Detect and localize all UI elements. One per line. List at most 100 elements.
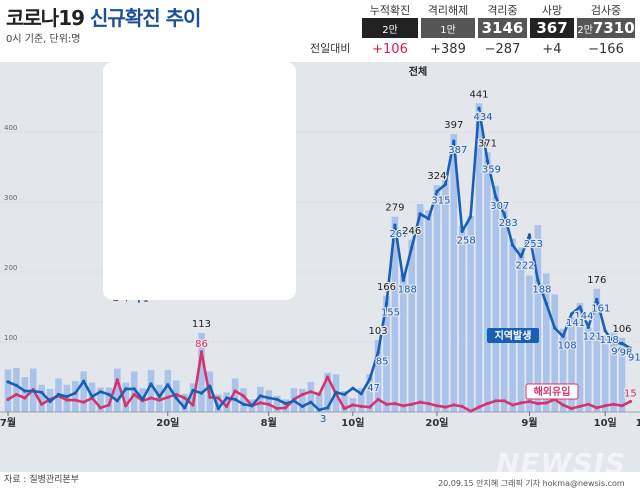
bar-total [450,134,458,412]
point-local [502,212,506,216]
point-imported [611,402,616,406]
bar-total [534,225,542,412]
bar-total [484,152,491,413]
stat-delta: −287 [478,40,527,60]
watermark-logo: NEWSIS [496,447,627,480]
point-local [48,399,52,404]
stat-prefix: 2만 [382,25,398,36]
point-local [544,301,548,306]
point-local [275,397,279,401]
point-imported [342,406,347,411]
bar-total [458,225,466,412]
bar-total [265,390,273,412]
data-label: 441 [469,89,488,100]
point-imported [300,392,304,397]
bar-total [21,377,29,412]
point-imported [401,404,405,408]
x-tick-label: 9월 [521,417,537,429]
point-local [82,379,86,383]
point-local [586,325,590,329]
point-imported [326,375,330,379]
point-imported [620,404,624,408]
point-imported [98,406,103,410]
stat-box: 검사중 2만7310 −166 [577,2,635,60]
point-imported [376,397,380,401]
point-local [477,106,481,110]
data-label: 188 [398,284,417,295]
point-local [384,301,389,306]
point-local [115,399,119,403]
point-local [485,159,490,163]
title-accent: 신규확진 추이 [90,6,201,30]
point-local [536,278,540,282]
bar-total [509,238,516,412]
chart-subtitle: 0시 기준, 단위:명 [6,34,81,45]
point-imported [149,396,153,400]
stat-number: 3146 [481,19,524,37]
data-label: 222 [516,261,535,272]
point-imported [351,403,355,407]
point-local [40,390,44,394]
point-local [326,406,330,410]
data-label: 279 [385,203,404,214]
point-local [98,390,103,394]
point-imported [393,402,397,406]
bar-total [80,371,87,412]
bar-total [366,374,373,412]
legend-tag: 해외유입 [534,385,571,398]
bar-total [400,274,407,412]
point-imported [225,404,229,408]
x-tick-label: 7월 [0,417,16,429]
data-label: 246 [402,226,421,237]
point-local [14,383,19,387]
bar-total [568,316,575,412]
data-label: 371 [478,138,497,149]
bar-total [223,392,230,412]
point-local [73,391,77,395]
point-imported [628,399,633,404]
y-tick-label: 200 [4,264,17,272]
data-label: 86 [195,339,208,350]
point-imported [166,395,170,399]
stat-value: 2만2391 [362,18,418,60]
point-local [166,383,170,387]
point-imported [595,406,599,410]
bar-total [13,367,20,412]
point-imported [527,399,532,404]
point-local [132,387,136,391]
credit-note: 20.09.15 안지혜 그래픽 기자 hokma@newsis.com [438,479,625,488]
data-label: 315 [431,196,450,207]
stat-delta: +106 [362,40,418,60]
bar-total [315,392,323,412]
point-local [267,396,271,400]
bar-total [425,210,432,412]
point-imported [586,402,590,406]
bar-total [63,384,71,412]
point-local [359,392,363,396]
bar-total [618,337,626,412]
point-imported [82,400,86,404]
bar-total [593,288,601,412]
point-imported [107,403,111,407]
point-local [561,334,565,338]
point-imported [578,404,582,408]
point-imported [452,403,456,407]
point-imported [469,409,473,413]
point-local [494,195,498,199]
data-label: 176 [587,275,606,286]
point-imported [132,392,136,397]
point-imported [443,405,447,409]
stat-label: 격리해제 [427,4,469,17]
data-label: 155 [381,308,400,319]
bar-total [416,204,424,412]
point-imported [485,402,490,406]
point-imported [494,399,498,403]
point-imported [73,398,77,402]
data-label: 141 [566,318,585,329]
y-tick-label: 100 [4,334,17,342]
data-label: 3 [320,414,326,425]
bar-total [543,273,550,412]
stat-value: 3146 [478,18,527,38]
point-local [376,350,380,355]
